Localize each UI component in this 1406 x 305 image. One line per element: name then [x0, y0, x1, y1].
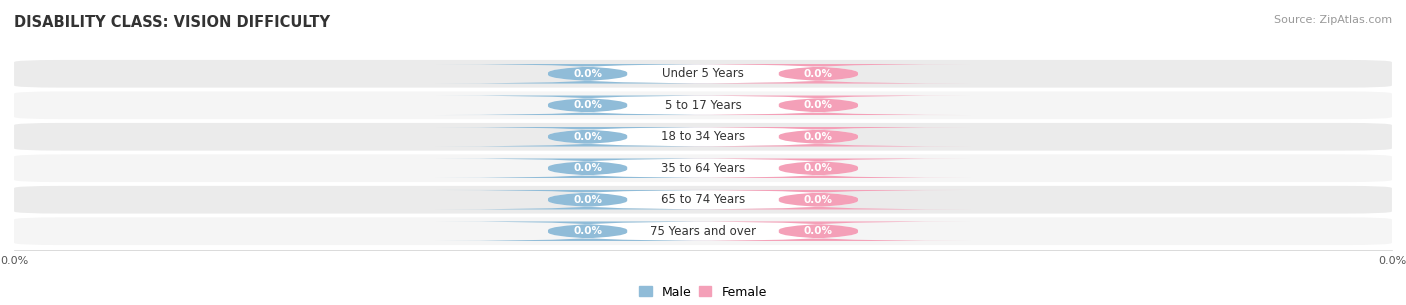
- Text: 0.0%: 0.0%: [804, 100, 832, 110]
- FancyBboxPatch shape: [14, 92, 1392, 119]
- Text: 18 to 34 Years: 18 to 34 Years: [661, 130, 745, 143]
- FancyBboxPatch shape: [14, 186, 1392, 214]
- FancyBboxPatch shape: [666, 159, 972, 178]
- Text: 0.0%: 0.0%: [804, 226, 832, 236]
- FancyBboxPatch shape: [666, 221, 972, 241]
- FancyBboxPatch shape: [434, 221, 740, 241]
- Legend: Male, Female: Male, Female: [640, 285, 766, 299]
- FancyBboxPatch shape: [666, 64, 972, 84]
- Text: 0.0%: 0.0%: [804, 69, 832, 79]
- FancyBboxPatch shape: [548, 159, 858, 178]
- Text: 0.0%: 0.0%: [804, 163, 832, 173]
- FancyBboxPatch shape: [14, 123, 1392, 151]
- FancyBboxPatch shape: [666, 127, 972, 146]
- Text: 0.0%: 0.0%: [574, 132, 602, 142]
- Text: Source: ZipAtlas.com: Source: ZipAtlas.com: [1274, 15, 1392, 25]
- FancyBboxPatch shape: [434, 64, 740, 84]
- Text: Under 5 Years: Under 5 Years: [662, 67, 744, 80]
- FancyBboxPatch shape: [548, 95, 858, 115]
- FancyBboxPatch shape: [666, 190, 972, 210]
- Text: 5 to 17 Years: 5 to 17 Years: [665, 99, 741, 112]
- FancyBboxPatch shape: [434, 159, 740, 178]
- FancyBboxPatch shape: [666, 95, 972, 115]
- Text: 0.0%: 0.0%: [574, 163, 602, 173]
- FancyBboxPatch shape: [14, 217, 1392, 245]
- FancyBboxPatch shape: [548, 64, 858, 84]
- FancyBboxPatch shape: [548, 190, 858, 210]
- FancyBboxPatch shape: [548, 127, 858, 146]
- Text: 0.0%: 0.0%: [804, 132, 832, 142]
- Text: 0.0%: 0.0%: [574, 69, 602, 79]
- Text: 35 to 64 Years: 35 to 64 Years: [661, 162, 745, 175]
- Text: 0.0%: 0.0%: [574, 195, 602, 205]
- Text: 65 to 74 Years: 65 to 74 Years: [661, 193, 745, 206]
- FancyBboxPatch shape: [434, 95, 740, 115]
- FancyBboxPatch shape: [434, 190, 740, 210]
- FancyBboxPatch shape: [14, 60, 1392, 88]
- Text: 0.0%: 0.0%: [804, 195, 832, 205]
- FancyBboxPatch shape: [548, 221, 858, 241]
- Text: 75 Years and over: 75 Years and over: [650, 225, 756, 238]
- Text: 0.0%: 0.0%: [574, 226, 602, 236]
- Text: 0.0%: 0.0%: [574, 100, 602, 110]
- FancyBboxPatch shape: [434, 127, 740, 146]
- FancyBboxPatch shape: [14, 154, 1392, 182]
- Text: DISABILITY CLASS: VISION DIFFICULTY: DISABILITY CLASS: VISION DIFFICULTY: [14, 15, 330, 30]
